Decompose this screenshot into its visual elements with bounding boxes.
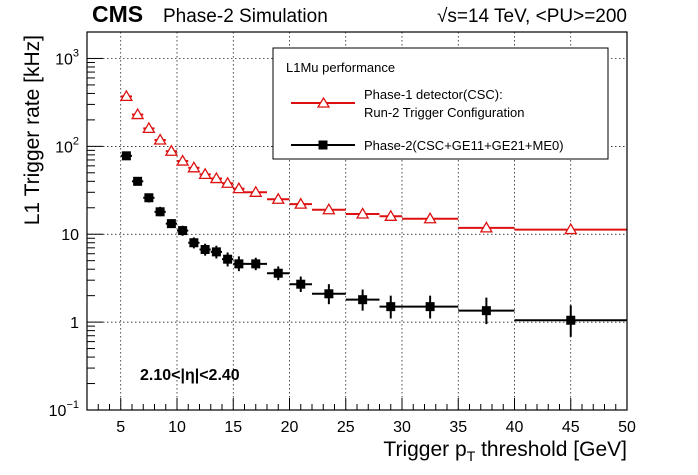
grid bbox=[87, 32, 627, 411]
x-tick-label: 25 bbox=[337, 419, 355, 436]
data-point-square bbox=[133, 176, 143, 186]
data-point-triangle bbox=[423, 211, 437, 224]
data-point-triangle bbox=[198, 167, 212, 180]
data-point-triangle bbox=[232, 181, 246, 194]
legend-title: L1Mu performance bbox=[286, 60, 395, 75]
y-tick-exponent: 2 bbox=[73, 135, 79, 147]
plot-frame bbox=[86, 31, 628, 411]
data-point-triangle bbox=[130, 107, 145, 120]
data-point-triangle bbox=[142, 121, 156, 134]
data-point-square bbox=[166, 219, 176, 229]
data-point-square bbox=[273, 268, 283, 278]
y-tick-base: 10 bbox=[49, 403, 67, 420]
x-tick-label: 35 bbox=[449, 419, 467, 436]
x-tick-label: 15 bbox=[224, 419, 242, 436]
x-axis-label-post: threshold [GeV] bbox=[475, 438, 627, 461]
data-point-triangle bbox=[164, 144, 179, 156]
subtitle-label: Phase-2 Simulation bbox=[163, 6, 328, 27]
y-axis-label: L1 Trigger rate [kHz] bbox=[21, 35, 44, 225]
data-point-square bbox=[189, 238, 199, 248]
y-tick-base: 10 bbox=[55, 51, 73, 68]
data-point-square bbox=[144, 193, 154, 203]
x-axis-label-pre: Trigger p bbox=[383, 438, 466, 461]
data-point-triangle bbox=[187, 161, 201, 173]
data-point-square bbox=[211, 247, 221, 257]
data-point-triangle bbox=[294, 197, 308, 209]
data-point-triangle bbox=[249, 185, 263, 197]
data-point-square bbox=[296, 279, 306, 289]
y-tick-label: 10 bbox=[61, 227, 79, 244]
y-tick-label: 1 bbox=[70, 315, 79, 332]
data-point-square bbox=[358, 295, 368, 305]
data-point-triangle bbox=[271, 192, 285, 204]
x-tick-label: 50 bbox=[618, 419, 636, 436]
header: CMS Phase-2 Simulation √s=14 TeV, <PU>=2… bbox=[92, 1, 627, 27]
data-point-square bbox=[324, 289, 334, 299]
series-2 bbox=[120, 151, 627, 337]
x-tick-label: 45 bbox=[562, 419, 580, 436]
data-point-square bbox=[566, 315, 576, 325]
data-point-square bbox=[223, 254, 233, 264]
data-point-square bbox=[121, 151, 131, 161]
x-axis-label: Trigger pT threshold [GeV] bbox=[383, 438, 627, 464]
x-tick-label: 40 bbox=[506, 419, 524, 436]
data-point-square bbox=[386, 302, 396, 312]
x-axis-label-sub: T bbox=[467, 448, 476, 464]
legend-marker-triangle bbox=[316, 96, 331, 108]
data-point-square bbox=[425, 302, 435, 312]
data-point-triangle bbox=[384, 209, 398, 221]
x-tick-label: 30 bbox=[393, 419, 411, 436]
data-point-square bbox=[155, 207, 165, 217]
x-tick-label: 5 bbox=[116, 419, 125, 436]
legend-label-phase2: Phase-2(CSC+GE11+GE21+ME0) bbox=[364, 138, 564, 153]
data-point-triangle bbox=[564, 222, 578, 235]
data-point-triangle bbox=[119, 89, 134, 102]
x-tick-label: 20 bbox=[281, 419, 299, 436]
eta-range-annotation: 2.10<|η|<2.40 bbox=[140, 367, 240, 384]
y-tick-base: 10 bbox=[61, 227, 79, 244]
data-point-triangle bbox=[322, 202, 336, 215]
x-tick-label: 10 bbox=[168, 419, 186, 436]
y-tick-base: 1 bbox=[70, 315, 79, 332]
data-point-triangle bbox=[479, 221, 494, 233]
legend-marker-square bbox=[318, 140, 328, 150]
y-tick-label: 10−1 bbox=[49, 399, 79, 420]
y-tick-label: 102 bbox=[55, 135, 79, 156]
experiment-label: CMS bbox=[92, 1, 143, 27]
data-point-square bbox=[251, 259, 261, 269]
data-point-triangle bbox=[175, 154, 190, 166]
data-point-triangle bbox=[355, 207, 370, 219]
conditions-label: √s=14 TeV, <PU>=200 bbox=[437, 6, 627, 27]
legend-label-phase1-line2: Run-2 Trigger Configuration bbox=[364, 105, 524, 120]
series-1 bbox=[119, 89, 627, 235]
data-point-square bbox=[234, 259, 244, 269]
data-series bbox=[119, 89, 627, 337]
data-point-triangle bbox=[220, 176, 235, 188]
data-point-triangle bbox=[153, 133, 167, 145]
y-tick-base: 10 bbox=[55, 139, 73, 156]
y-tick-exponent: −1 bbox=[66, 399, 79, 411]
data-point-triangle bbox=[209, 171, 224, 184]
data-point-square bbox=[178, 226, 188, 236]
data-point-square bbox=[200, 245, 210, 255]
y-tick-label: 103 bbox=[55, 47, 79, 68]
y-tick-exponent: 3 bbox=[73, 47, 79, 59]
data-point-square bbox=[481, 306, 491, 316]
legend: L1Mu performance Phase-1 detector(CSC): … bbox=[272, 47, 609, 160]
legend-label-phase1-line1: Phase-1 detector(CSC): bbox=[364, 87, 503, 102]
